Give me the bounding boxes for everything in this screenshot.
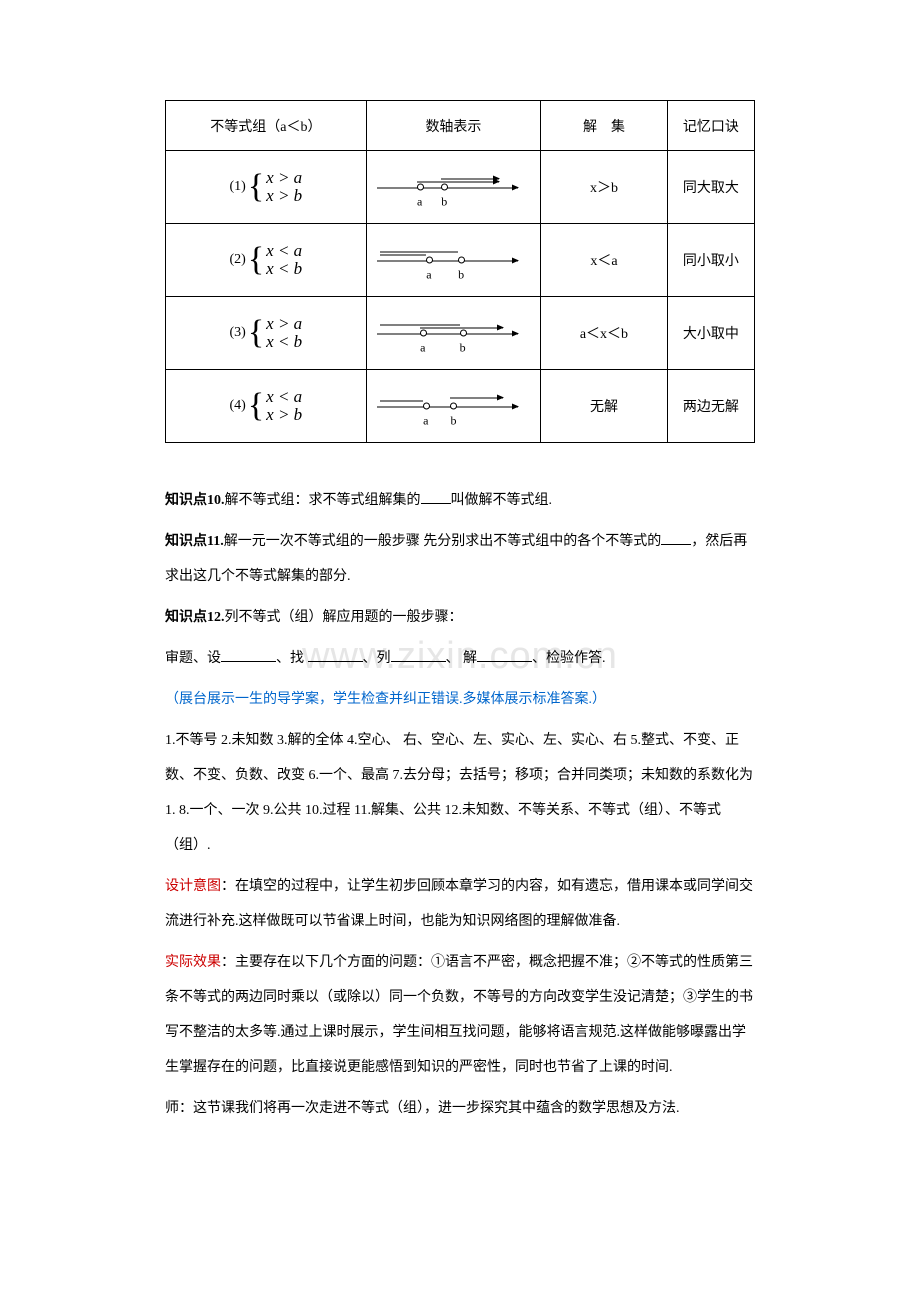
ineq-group-cell: (4) {x < ax > b xyxy=(166,370,367,443)
s-a: 审题、设 xyxy=(165,651,221,666)
kp12-steps: 审题、设 、找 、列 、 解 、检验作答. xyxy=(165,641,755,676)
th-group: 不等式组（a＜b） xyxy=(166,101,367,151)
tick-a xyxy=(420,330,427,337)
row-num: (1) xyxy=(230,179,246,195)
tick-lbl-b: b xyxy=(441,195,447,210)
row-num: (2) xyxy=(230,252,246,268)
table-header-row: 不等式组（a＜b） 数轴表示 解 集 记忆口诀 xyxy=(166,101,755,151)
ineq-top: x > a xyxy=(266,315,302,333)
brace-icon: { xyxy=(248,172,264,203)
ineq-bot: x > b xyxy=(266,406,302,424)
inequality-table: 不等式组（a＜b） 数轴表示 解 集 记忆口诀 (1) {x > ax > ba… xyxy=(165,100,755,443)
tick-b xyxy=(450,403,457,410)
blank-icon xyxy=(661,531,691,545)
kp10-text-b: 叫做解不等式组. xyxy=(451,493,553,508)
blank-icon xyxy=(308,648,363,662)
answer-list: 1.不等号 2.未知数 3.解的全体 4.空心、 右、空心、左、实心、左、实心、… xyxy=(165,723,755,863)
solution-cell: 无解 xyxy=(541,370,668,443)
actual-effect: 实际效果：主要存在以下几个方面的问题：①语言不严密，概念把握不准；②不等式的性质… xyxy=(165,945,755,1085)
ineq-lines: x < ax < b xyxy=(266,242,302,278)
ineq-group-cell: (3) {x > ax < b xyxy=(166,297,367,370)
tick-a xyxy=(423,403,430,410)
ineq-group-cell: (1) {x > ax > b xyxy=(166,151,367,224)
tick-lbl-b: b xyxy=(460,341,466,356)
design-intent-text: ：在填空的过程中，让学生初步回顾本章学习的内容，如有遗忘，借用课本或同学间交流进… xyxy=(165,879,753,929)
tick-lbl-b: b xyxy=(458,268,464,283)
s-b: 、找 xyxy=(276,651,308,666)
kp10-text-a: 解不等式组：求不等式组解集的 xyxy=(225,493,421,508)
solution-cell: x＞b xyxy=(541,151,668,224)
tick-b xyxy=(458,257,465,264)
row-num: (4) xyxy=(230,398,246,414)
kp12: 知识点12.列不等式（组）解应用题的一般步骤： xyxy=(165,600,755,635)
number-line xyxy=(377,406,518,407)
blue-note: （展台展示一生的导学案，学生检查并纠正错误.多媒体展示标准答案.） xyxy=(165,682,755,717)
kp11-title: 知识点11. xyxy=(165,534,224,549)
ineq-top: x < a xyxy=(266,242,302,260)
design-intent-label: 设计意图 xyxy=(165,879,221,894)
number-line xyxy=(377,333,518,334)
design-intent: 设计意图：在填空的过程中，让学生初步回顾本章学习的内容，如有遗忘，借用课本或同学… xyxy=(165,869,755,939)
brace-icon: { xyxy=(248,318,264,349)
tick-b xyxy=(441,184,448,191)
table-row: (3) {x > ax < baba＜x＜b大小取中 xyxy=(166,297,755,370)
ineq-lines: x > ax < b xyxy=(266,315,302,351)
tip-cell: 两边无解 xyxy=(667,370,754,443)
axis-cell: ab xyxy=(366,297,541,370)
blank-icon xyxy=(477,648,532,662)
ineq-top: x < a xyxy=(266,388,302,406)
ineq-lines: x < ax > b xyxy=(266,388,302,424)
tip-cell: 同大取大 xyxy=(667,151,754,224)
brace-icon: { xyxy=(248,391,264,422)
number-line xyxy=(377,260,518,261)
ineq-bot: x > b xyxy=(266,187,302,205)
actual-effect-text: ：主要存在以下几个方面的问题：①语言不严密，概念把握不准；②不等式的性质第三条不… xyxy=(165,955,753,1075)
tick-lbl-a: a xyxy=(420,341,425,356)
tick-lbl-a: a xyxy=(426,268,431,283)
page-content: 不等式组（a＜b） 数轴表示 解 集 记忆口诀 (1) {x > ax > ba… xyxy=(165,100,755,1126)
tick-a xyxy=(426,257,433,264)
brace-icon: { xyxy=(248,245,264,276)
axis-cell: ab xyxy=(366,370,541,443)
kp12-text: 列不等式（组）解应用题的一般步骤： xyxy=(225,610,463,625)
ineq-bot: x < b xyxy=(266,260,302,278)
blank-icon xyxy=(221,648,276,662)
kp10: 知识点10.解不等式组：求不等式组解集的 叫做解不等式组. xyxy=(165,483,755,518)
th-axis: 数轴表示 xyxy=(366,101,541,151)
blank-icon xyxy=(421,490,451,504)
tip-cell: 同小取小 xyxy=(667,224,754,297)
ineq-lines: x > ax > b xyxy=(266,169,302,205)
row-num: (3) xyxy=(230,325,246,341)
tip-cell: 大小取中 xyxy=(667,297,754,370)
ineq-bot: x < b xyxy=(266,333,302,351)
kp12-title: 知识点12. xyxy=(165,610,225,625)
solution-cell: a＜x＜b xyxy=(541,297,668,370)
ineq-group-cell: (2) {x < ax < b xyxy=(166,224,367,297)
tick-lbl-b: b xyxy=(450,414,456,429)
tick-b xyxy=(460,330,467,337)
table-row: (1) {x > ax > babx＞b同大取大 xyxy=(166,151,755,224)
actual-effect-label: 实际效果 xyxy=(165,955,221,970)
kp11-text-a: 解一元一次不等式组的一般步骤 先分别求出不等式组中的各个不等式的 xyxy=(224,534,662,549)
solution-cell: x＜a xyxy=(541,224,668,297)
kp10-title: 知识点10. xyxy=(165,493,225,508)
s-d: 、 解 xyxy=(446,651,478,666)
th-tip: 记忆口诀 xyxy=(667,101,754,151)
table-row: (4) {x < ax > bab无解两边无解 xyxy=(166,370,755,443)
th-solution: 解 集 xyxy=(541,101,668,151)
kp11: 知识点11.解一元一次不等式组的一般步骤 先分别求出不等式组中的各个不等式的，然… xyxy=(165,524,755,594)
tick-lbl-a: a xyxy=(423,414,428,429)
s-e: 、检验作答. xyxy=(532,651,606,666)
blank-icon xyxy=(391,648,446,662)
tick-lbl-a: a xyxy=(417,195,422,210)
closing-line: 师：这节课我们将再一次走进不等式（组），进一步探究其中蕴含的数学思想及方法. xyxy=(165,1091,755,1126)
s-c: 、列 xyxy=(363,651,391,666)
axis-cell: ab xyxy=(366,151,541,224)
ineq-top: x > a xyxy=(266,169,302,187)
axis-cell: ab xyxy=(366,224,541,297)
tick-a xyxy=(417,184,424,191)
table-row: (2) {x < ax < babx＜a同小取小 xyxy=(166,224,755,297)
